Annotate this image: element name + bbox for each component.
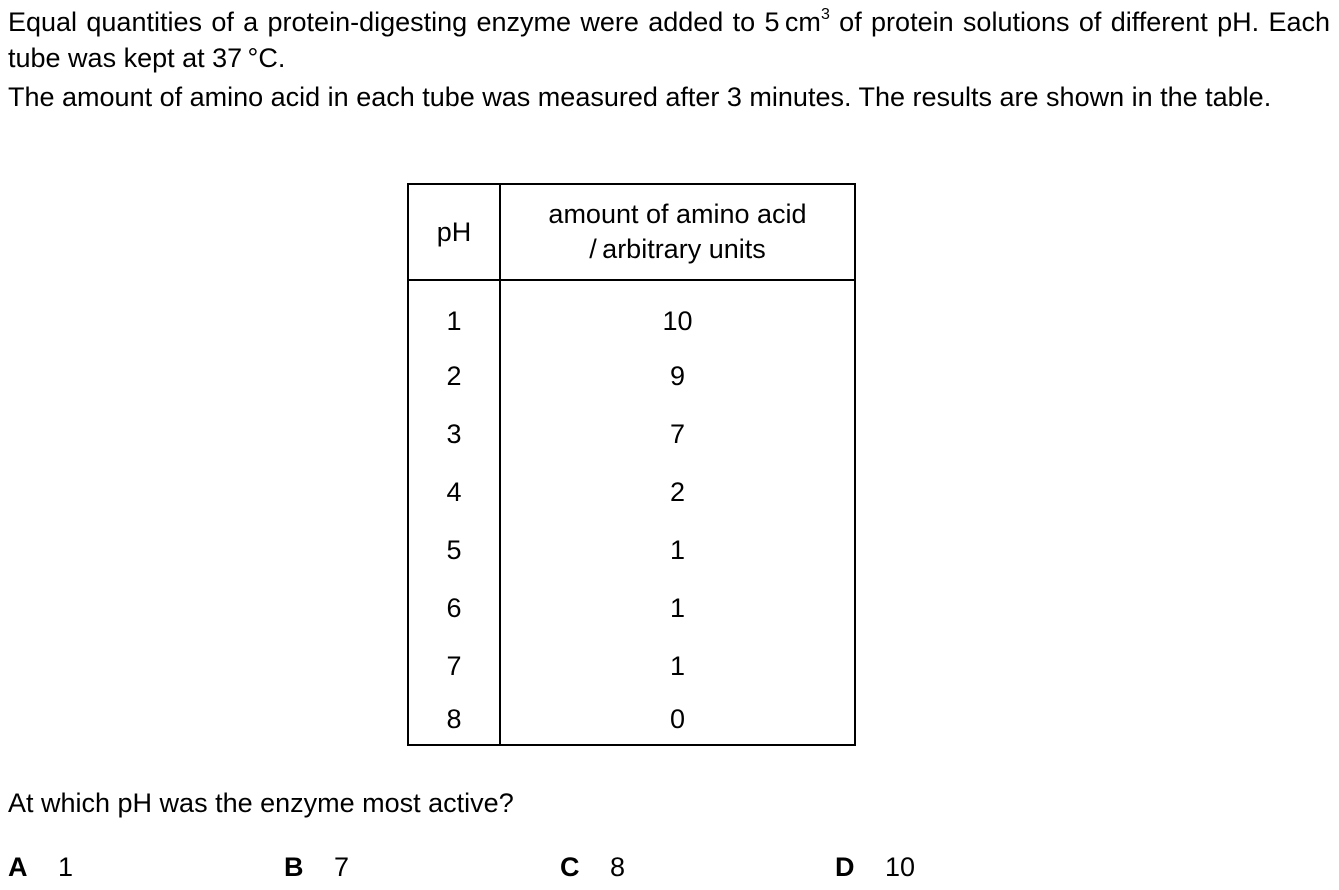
ph-cell: 5 (408, 521, 501, 579)
table-header-row: pH amount of amino acid / arbitrary unit… (408, 184, 855, 281)
amount-cell: 1 (669, 650, 686, 681)
ph-cell: 8 (408, 695, 501, 745)
intro-paragraph: Equal quantities of a protein-digesting … (8, 4, 1330, 76)
amount-cell: 7 (669, 418, 686, 449)
amount-cell: 10 (662, 305, 693, 336)
question-text: At which pH was the enzyme most active? (8, 788, 514, 818)
method-paragraph: The amount of amino acid in each tube wa… (8, 82, 1272, 112)
ph-cell: 7 (408, 637, 501, 695)
table-row: 1 10 (408, 280, 855, 347)
ph-cell: 1 (408, 280, 501, 347)
amount-cell: 0 (669, 704, 686, 734)
amount-header-line1: amount of amino acid (548, 199, 807, 229)
ph-cell: 3 (408, 405, 501, 463)
amount-header-line2: / arbitrary units (589, 234, 766, 264)
amount-cell: 2 (669, 476, 686, 507)
option-letter: C (560, 852, 580, 882)
amount-cell: 9 (669, 360, 686, 391)
option-value: 1 (58, 852, 74, 882)
amount-cell: 1 (669, 534, 686, 565)
ph-column-header: pH (408, 184, 501, 281)
option-d[interactable]: D 10 (835, 849, 915, 885)
option-letter: D (835, 852, 855, 882)
ph-cell: 4 (408, 463, 501, 521)
ph-cell: 2 (408, 347, 501, 405)
ph-cell: 6 (408, 579, 501, 637)
cubic-superscript: 3 (820, 6, 830, 23)
intro-text-part2: of protein solutions of different pH. Ea… (8, 7, 1331, 73)
option-value: 10 (885, 852, 916, 882)
option-value: 8 (610, 852, 626, 882)
intro-text-part1: Equal quantities of a protein-digesting … (8, 7, 821, 37)
option-value: 7 (334, 852, 350, 882)
option-letter: A (8, 852, 28, 882)
results-table: pH amount of amino acid / arbitrary unit… (407, 183, 856, 746)
amount-column-header: amount of amino acid / arbitrary units (500, 184, 855, 281)
amount-cell: 1 (669, 592, 686, 623)
option-letter: B (284, 852, 304, 882)
